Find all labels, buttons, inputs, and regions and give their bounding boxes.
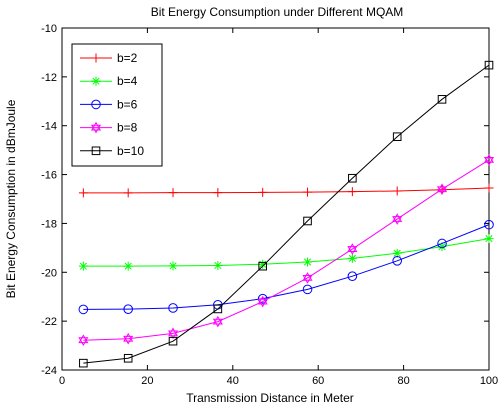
data-point-b-8 [392, 213, 403, 222]
series-line-b-8 [83, 159, 490, 341]
y-tick-label: -18 [41, 218, 57, 230]
data-point-b-8 [302, 272, 313, 281]
data-point-b-4 [303, 257, 313, 267]
x-axis-label: Transmission Distance in Meter [186, 391, 354, 405]
data-point-b-8 [123, 335, 134, 345]
x-tick-label: 80 [397, 375, 409, 387]
plot-frame [61, 27, 490, 371]
y-tick-label: -20 [41, 267, 57, 279]
legend-swatch-marker [90, 124, 102, 134]
data-point-b-2 [347, 187, 357, 197]
data-point-b-8 [392, 216, 403, 225]
data-point-b-8 [302, 275, 313, 284]
data-point-b-8 [437, 183, 448, 193]
data-point-b-8 [167, 330, 179, 340]
data-point-b-2 [258, 187, 268, 197]
data-point-b-8 [78, 337, 89, 346]
legend-swatch-marker [91, 53, 101, 63]
data-point-b-8 [212, 318, 223, 328]
data-point-b-8 [212, 315, 223, 325]
data-point-b-6 [123, 304, 133, 314]
legend-swatch-marker [91, 99, 101, 110]
legend-label: b=8 [117, 121, 138, 135]
legend-label: b=6 [117, 97, 138, 111]
data-point-b-10 [258, 261, 267, 271]
data-point-b-2 [123, 188, 133, 198]
data-point-b-2 [303, 187, 313, 197]
y-tick-label: -22 [41, 316, 57, 328]
data-point-b-10 [213, 304, 223, 314]
data-point-b-2 [213, 188, 223, 198]
x-tick-label: 0 [59, 375, 65, 387]
data-point-b-2 [78, 188, 88, 198]
data-point-b-4 [484, 234, 494, 244]
data-point-b-10 [79, 358, 88, 368]
x-tick-label: 60 [312, 375, 324, 387]
data-point-b-8 [78, 334, 89, 344]
data-point-b-2 [392, 186, 402, 196]
data-point-b-6 [302, 284, 313, 295]
data-point-b-8 [167, 327, 179, 337]
y-tick-label: -14 [41, 121, 57, 133]
y-tick-label: -16 [41, 170, 57, 182]
y-tick-label: -24 [41, 365, 57, 377]
data-point-b-4 [347, 253, 357, 263]
chart-title: Bit Energy Consumption under Different M… [151, 5, 404, 19]
data-point-b-10 [392, 132, 402, 142]
data-point-b-2 [484, 183, 494, 193]
data-point-b-2 [168, 188, 178, 198]
data-point-b-4 [437, 242, 447, 252]
series-line-b-4 [83, 238, 490, 267]
data-point-b-6 [168, 303, 178, 313]
data-point-b-4 [168, 261, 178, 271]
data-point-b-10 [303, 216, 312, 226]
data-point-b-8 [347, 246, 358, 255]
y-tick-label: -10 [41, 23, 57, 35]
legend-label: b=4 [117, 74, 138, 88]
data-point-b-4 [123, 261, 133, 271]
data-point-b-10 [484, 60, 494, 70]
data-point-b-6 [437, 238, 447, 249]
legend-swatch-marker [91, 76, 101, 86]
data-point-b-6 [257, 293, 268, 304]
data-point-b-4 [258, 259, 268, 269]
x-tick-label: 20 [141, 375, 153, 387]
y-axis-label: Bit Energy Consumption in dBmJoule [4, 99, 18, 298]
data-point-b-8 [123, 332, 134, 342]
y-tick-label: -12 [41, 72, 57, 84]
data-point-b-6 [392, 256, 402, 266]
data-point-b-8 [483, 157, 495, 166]
data-point-b-6 [78, 304, 89, 315]
data-point-b-4 [213, 260, 223, 270]
legend-swatch-marker [91, 146, 101, 156]
data-point-b-4 [78, 261, 88, 271]
data-point-b-10 [123, 353, 133, 363]
series-line-b-6 [83, 224, 490, 310]
legend-label: b=2 [117, 51, 138, 65]
legend-label: b=10 [117, 144, 144, 158]
data-point-b-8 [257, 295, 268, 305]
data-point-b-8 [257, 298, 268, 308]
data-point-b-10 [437, 95, 447, 104]
series-line-b-10 [83, 64, 490, 364]
series-line-b-2 [83, 187, 490, 194]
legend-box [71, 43, 163, 167]
data-point-b-10 [168, 336, 178, 346]
x-tick-label: 40 [227, 375, 239, 387]
data-point-b-6 [484, 219, 494, 230]
plot-area: 0 20 40 60 80 100 -24 -22 -20 -18 -16 -14 -12 -10 b=2 b… [41, 23, 498, 387]
data-point-b-10 [348, 173, 357, 183]
x-tick-label: 100 [480, 375, 498, 387]
data-point-b-4 [392, 248, 402, 258]
data-point-b-8 [483, 154, 495, 163]
data-point-b-6 [347, 271, 358, 281]
legend-swatch-marker [90, 121, 102, 131]
data-point-b-8 [347, 243, 358, 252]
data-point-b-8 [437, 186, 448, 196]
